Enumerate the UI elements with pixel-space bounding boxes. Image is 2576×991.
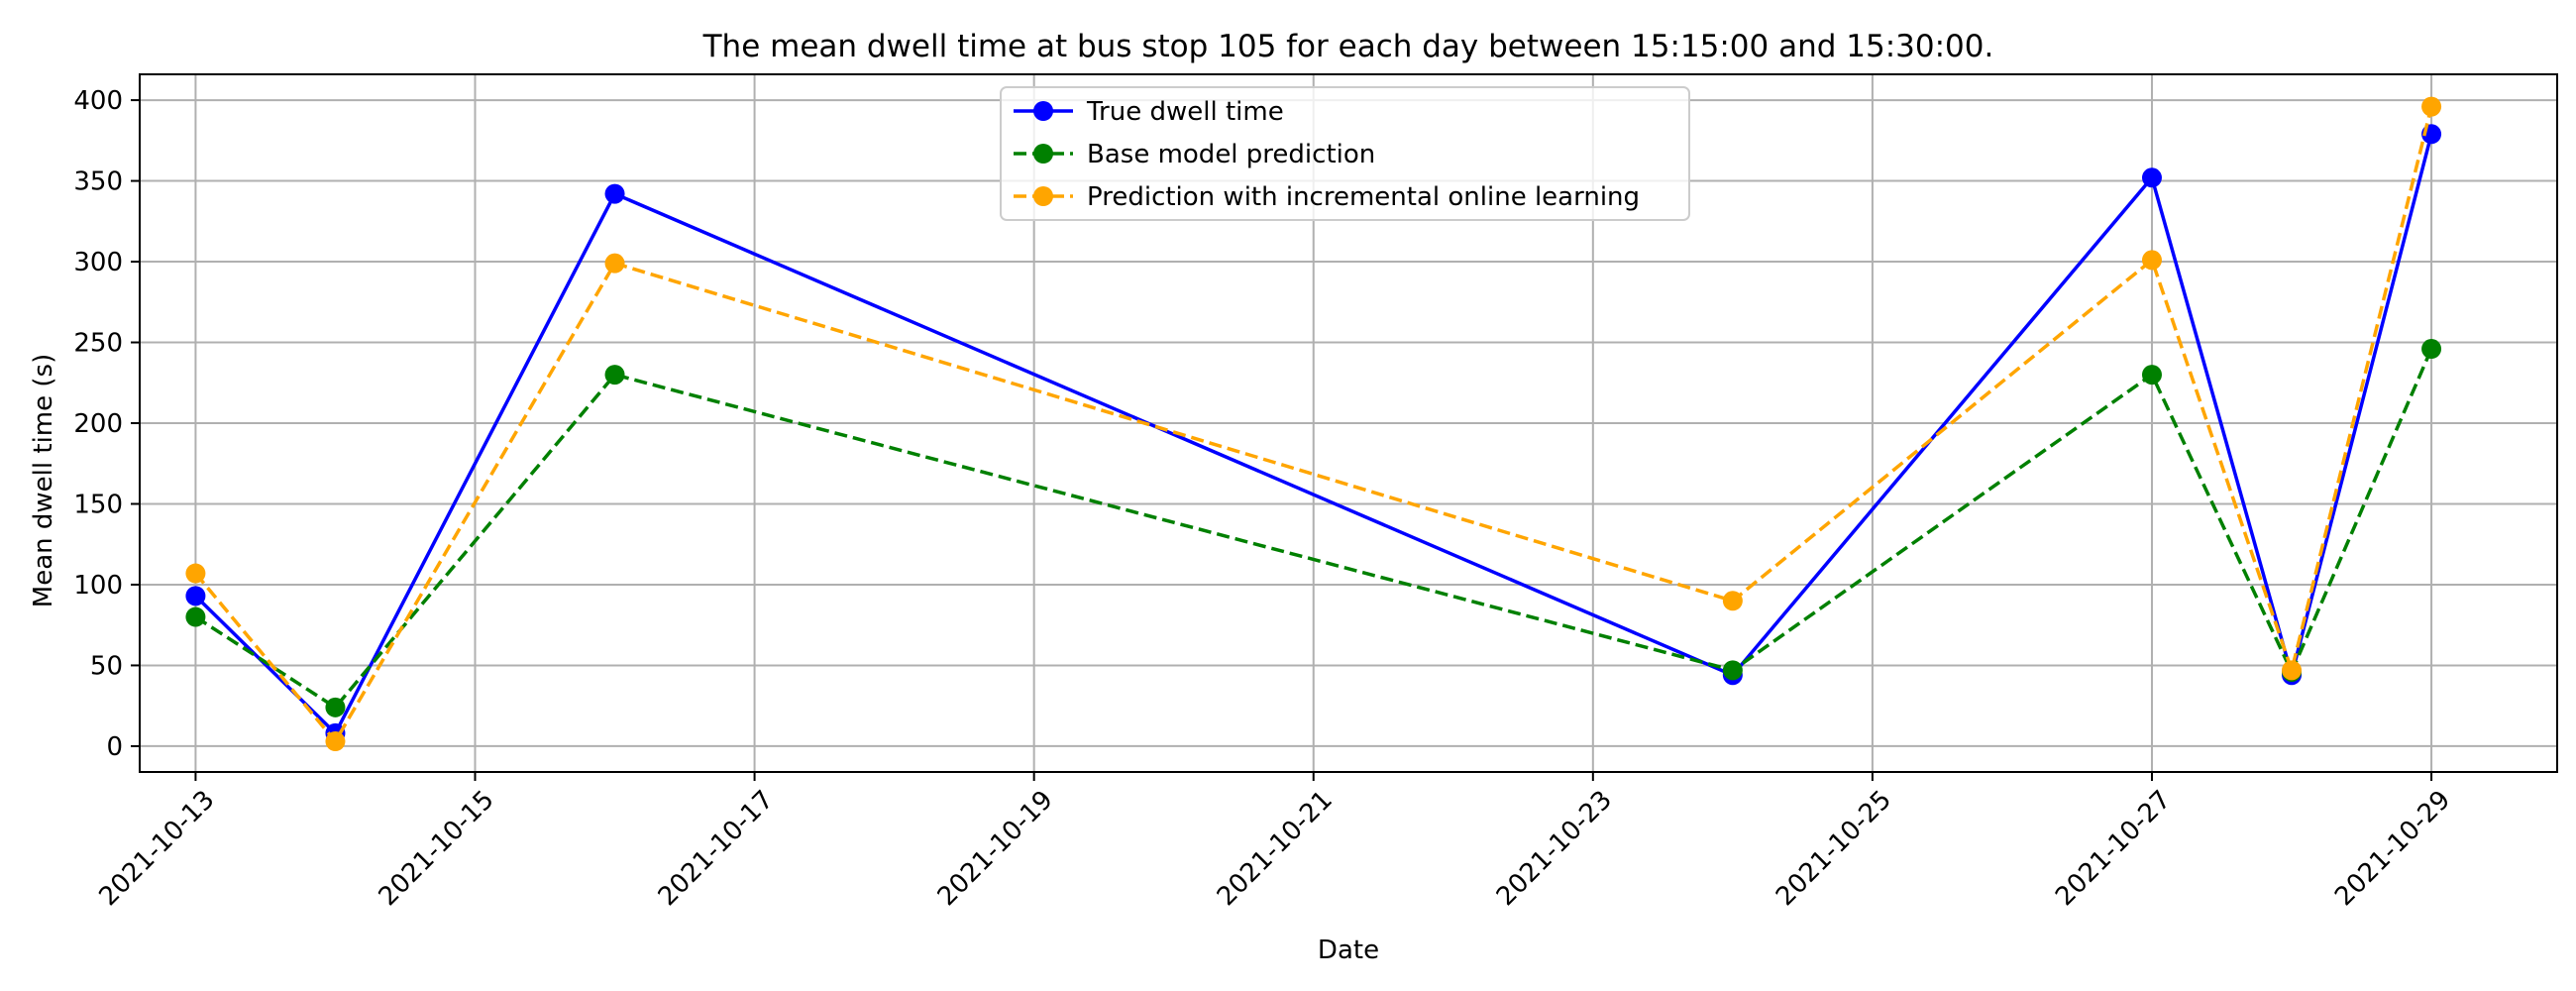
data-point [604,365,625,385]
series-3 [185,96,2442,752]
y-tick-label: 0 [106,732,123,762]
legend-label: True dwell time [1086,97,1284,127]
x-tick-label: 2021-10-15 [374,785,500,912]
y-tick-label: 350 [73,167,123,197]
data-point [325,697,346,717]
y-tick-label: 400 [73,86,123,116]
legend-item: Base model prediction [1014,140,1375,169]
data-point [2421,96,2442,117]
legend-marker [1033,186,1053,206]
y-tick-label: 150 [73,490,123,519]
data-point [185,586,206,606]
legend-marker [1033,144,1053,164]
data-point [1722,660,1743,681]
legend-item: True dwell time [1014,97,1284,127]
x-tick-label: 2021-10-23 [1491,785,1618,912]
legend-marker [1033,101,1053,121]
x-axis-title: Date [1318,936,1379,965]
y-tick-label: 250 [73,329,123,359]
x-tick-label: 2021-10-27 [2050,785,2177,912]
data-point [185,563,206,584]
x-tick-label: 2021-10-19 [932,785,1059,912]
data-point [2421,339,2442,360]
y-tick-label: 200 [73,409,123,439]
y-axis-title: Mean dwell time (s) [29,354,58,607]
x-tick-label: 2021-10-29 [2329,785,2456,912]
data-point [2141,365,2162,385]
data-point [2141,250,2162,271]
grid [140,74,2557,772]
legend-box [1000,86,1690,221]
y-tick-label: 50 [90,651,123,681]
x-tick-label: 2021-10-25 [1771,785,1897,912]
legend-label: Base model prediction [1087,140,1375,169]
data-point [604,183,625,204]
chart-title: The mean dwell time at bus stop 105 for … [702,29,1994,64]
legend: True dwell time Base model prediction Pred… [1000,86,1690,221]
y-tick-label: 100 [73,571,123,601]
legend-item: Prediction with incremental online learn… [1014,182,1640,212]
data-point [185,606,206,627]
series-layer [185,96,2442,752]
y-tick-label: 300 [73,248,123,277]
x-tick-label: 2021-10-17 [653,785,780,912]
x-tick-label: 2021-10-21 [1212,785,1339,912]
legend-label: Prediction with incremental online learn… [1087,182,1640,212]
data-point [1722,591,1743,611]
data-point [2141,167,2162,188]
data-point [2282,660,2303,681]
x-tick-label: 2021-10-13 [94,785,221,912]
data-point [325,731,346,752]
data-point [604,253,625,274]
